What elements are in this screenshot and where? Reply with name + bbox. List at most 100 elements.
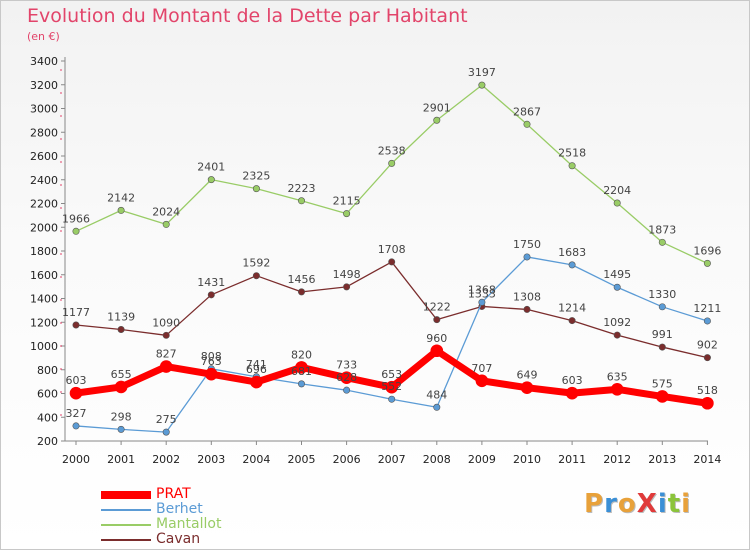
data-label-mantallot: 2538 <box>378 144 406 157</box>
y-tick-label: 200 <box>37 435 58 448</box>
data-label-berhet: 628 <box>336 371 357 384</box>
series-line-berhet <box>75 256 708 433</box>
data-point-mantallot <box>343 210 351 218</box>
x-tick-label: 2002 <box>152 453 180 466</box>
x-tick-label: 2003 <box>197 453 225 466</box>
data-point-berhet <box>117 425 125 433</box>
proxiti-logo: ProXiti <box>584 489 692 519</box>
data-point-berhet <box>433 403 441 411</box>
data-point-prat <box>475 374 489 388</box>
data-point-prat <box>340 371 353 385</box>
legend: PRAT Berhet Mantallot Cavan <box>101 486 301 547</box>
data-point-mantallot <box>658 238 666 246</box>
y-tick-label: 1800 <box>30 245 58 258</box>
data-label-mantallot: 2518 <box>558 147 586 160</box>
data-label-prat: 635 <box>607 370 628 383</box>
data-label-berhet: 808 <box>201 350 222 363</box>
data-point-cavan <box>703 354 711 362</box>
x-tick-label: 2012 <box>603 453 631 466</box>
y-tick-label: 400 <box>37 411 58 424</box>
data-label-cavan: 1498 <box>333 268 361 281</box>
data-point-prat <box>520 381 534 394</box>
data-label-berhet: 741 <box>246 358 267 371</box>
data-label-mantallot: 2142 <box>107 191 135 204</box>
legend-swatch <box>101 509 151 511</box>
data-label-berhet: 1330 <box>648 288 676 301</box>
data-label-cavan: 1222 <box>423 301 451 314</box>
data-point-cavan <box>297 288 305 296</box>
x-tick-label: 2011 <box>558 453 586 466</box>
data-label-prat: 820 <box>291 348 312 361</box>
data-label-berhet: 1368 <box>468 283 496 296</box>
x-tick-label: 2008 <box>423 453 451 466</box>
y-tick-label: 1600 <box>30 269 58 282</box>
data-label-mantallot: 1873 <box>648 223 676 236</box>
x-tick-label: 2000 <box>62 453 90 466</box>
data-label-berhet: 1750 <box>513 238 541 251</box>
data-label-cavan: 1139 <box>107 310 135 323</box>
x-tick-label: 2001 <box>107 453 135 466</box>
data-point-prat <box>701 396 714 410</box>
legend-label: Cavan <box>156 531 201 547</box>
data-point-berhet <box>297 380 305 388</box>
y-tick-label: 600 <box>37 388 58 401</box>
data-point-mantallot <box>568 162 576 170</box>
data-point-mantallot <box>162 220 170 228</box>
y-tick-label: 1000 <box>30 340 58 353</box>
data-label-mantallot: 1966 <box>62 212 90 225</box>
data-label-mantallot: 2223 <box>288 182 316 195</box>
data-point-cavan <box>343 283 351 291</box>
data-label-prat: 603 <box>66 374 87 387</box>
data-point-berhet <box>388 395 396 403</box>
data-point-prat <box>610 383 624 396</box>
data-label-cavan: 1092 <box>603 316 631 329</box>
y-tick-label: 3400 <box>30 55 58 68</box>
data-label-cavan: 902 <box>697 339 718 352</box>
data-point-berhet <box>478 298 486 306</box>
data-label-cavan: 1708 <box>378 243 406 256</box>
data-label-prat: 733 <box>336 359 357 372</box>
data-label-cavan: 1431 <box>197 276 225 289</box>
data-point-prat <box>69 386 83 400</box>
x-tick-label: 2007 <box>378 453 406 466</box>
legend-swatch <box>101 524 151 526</box>
data-label-cavan: 1333 <box>468 287 496 300</box>
legend-label: Berhet <box>156 501 203 517</box>
legend-label: PRAT <box>156 486 191 502</box>
data-label-berhet: 1683 <box>558 246 586 259</box>
data-point-prat <box>655 390 669 403</box>
data-point-cavan <box>117 325 125 333</box>
data-label-prat: 653 <box>381 368 402 381</box>
data-label-cavan: 1214 <box>558 302 586 315</box>
data-label-mantallot: 2867 <box>513 105 541 118</box>
data-label-cavan: 1456 <box>288 273 316 286</box>
data-point-berhet <box>703 317 711 325</box>
data-point-berhet <box>658 303 666 311</box>
data-point-prat <box>385 380 399 394</box>
x-tick-label: 2010 <box>513 453 541 466</box>
data-label-mantallot: 2204 <box>603 184 631 197</box>
data-label-prat: 518 <box>697 384 718 397</box>
y-tick-label: 1400 <box>30 293 58 306</box>
legend-label: Mantallot <box>156 516 222 532</box>
data-label-prat: 763 <box>201 355 222 368</box>
x-tick-label: 2014 <box>693 453 721 466</box>
data-point-berhet <box>162 428 170 436</box>
data-point-prat <box>565 386 579 400</box>
data-label-prat: 827 <box>156 348 177 361</box>
data-point-cavan <box>252 272 260 280</box>
data-point-prat <box>430 344 444 358</box>
data-point-prat <box>295 361 308 374</box>
data-label-mantallot: 2901 <box>423 101 451 114</box>
legend-item-cavan: Cavan <box>101 531 301 547</box>
unit-label: (en €) <box>27 30 60 43</box>
data-point-cavan <box>613 331 621 339</box>
y-tick-label: 2800 <box>30 126 58 139</box>
legend-item-berhet: Berhet <box>101 501 301 517</box>
x-tick-label: 2005 <box>288 453 316 466</box>
data-label-cavan: 1090 <box>152 316 180 329</box>
y-tick-label: 3200 <box>30 79 58 92</box>
data-point-mantallot <box>478 81 486 89</box>
data-label-prat: 696 <box>246 363 267 376</box>
